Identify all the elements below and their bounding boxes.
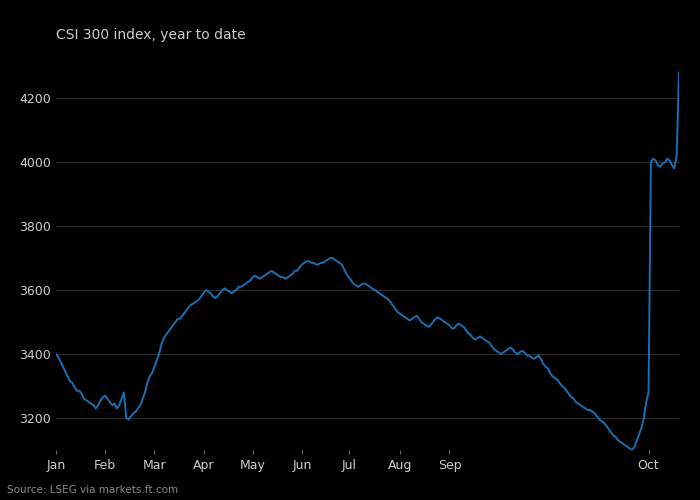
Text: CSI 300 index, year to date: CSI 300 index, year to date: [56, 28, 246, 42]
Text: Source: LSEG via markets.ft.com: Source: LSEG via markets.ft.com: [7, 485, 178, 495]
